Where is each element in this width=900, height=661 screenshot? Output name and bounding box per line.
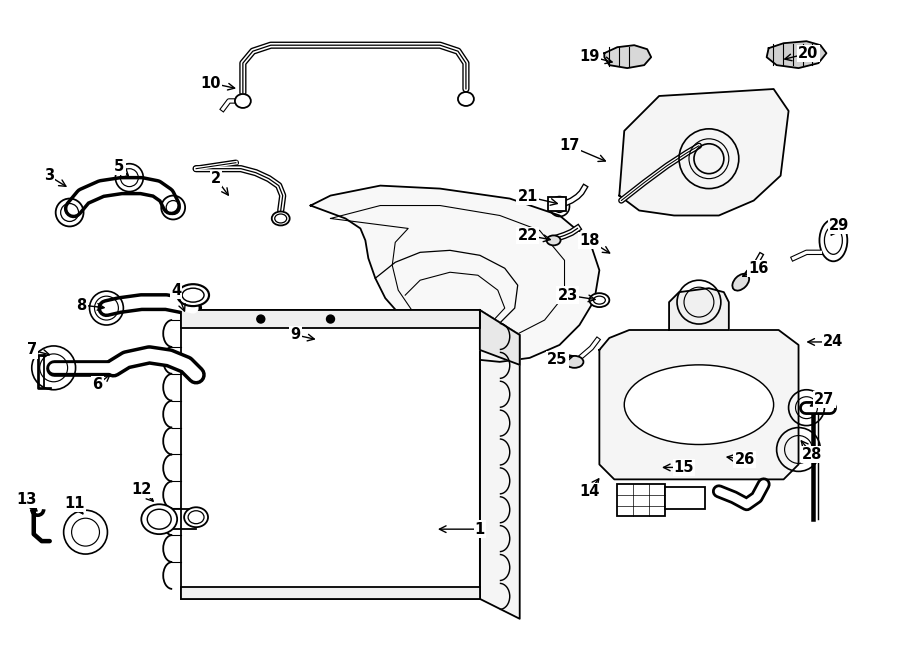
Ellipse shape xyxy=(733,274,749,291)
Text: 1: 1 xyxy=(474,522,485,537)
Bar xyxy=(547,196,565,210)
Ellipse shape xyxy=(593,296,606,304)
Ellipse shape xyxy=(177,284,209,306)
Bar xyxy=(181,587,480,599)
Text: 3: 3 xyxy=(43,168,54,183)
Ellipse shape xyxy=(188,511,204,524)
Bar xyxy=(665,487,705,509)
Circle shape xyxy=(327,315,335,323)
Text: 16: 16 xyxy=(749,260,769,276)
Text: 25: 25 xyxy=(547,352,568,368)
Polygon shape xyxy=(480,310,519,619)
Polygon shape xyxy=(310,186,599,362)
Text: 19: 19 xyxy=(580,49,599,63)
Ellipse shape xyxy=(819,219,847,261)
Ellipse shape xyxy=(824,227,842,254)
Text: 7: 7 xyxy=(27,342,37,358)
Text: 20: 20 xyxy=(798,46,819,61)
Text: 21: 21 xyxy=(518,189,538,204)
Text: 2: 2 xyxy=(211,171,221,186)
Ellipse shape xyxy=(272,212,290,225)
Text: 8: 8 xyxy=(76,297,86,313)
Text: 18: 18 xyxy=(580,233,599,248)
Polygon shape xyxy=(767,41,826,68)
Text: 6: 6 xyxy=(93,377,103,392)
Text: 4: 4 xyxy=(171,283,181,297)
Text: 11: 11 xyxy=(64,496,85,511)
Text: 9: 9 xyxy=(291,327,301,342)
Polygon shape xyxy=(619,89,788,215)
Text: 24: 24 xyxy=(824,334,843,350)
Text: 23: 23 xyxy=(557,288,578,303)
Text: 28: 28 xyxy=(802,447,823,462)
Ellipse shape xyxy=(565,356,583,368)
Ellipse shape xyxy=(590,293,609,307)
Ellipse shape xyxy=(184,507,208,527)
Text: 14: 14 xyxy=(580,484,599,499)
Text: 15: 15 xyxy=(674,460,694,475)
Text: 29: 29 xyxy=(829,218,850,233)
Text: 13: 13 xyxy=(16,492,37,507)
Text: 26: 26 xyxy=(734,452,755,467)
Ellipse shape xyxy=(182,288,204,302)
Text: 22: 22 xyxy=(518,228,538,243)
Polygon shape xyxy=(604,45,652,68)
Text: 12: 12 xyxy=(131,482,151,497)
Ellipse shape xyxy=(546,235,561,245)
Text: 5: 5 xyxy=(114,159,124,175)
Circle shape xyxy=(256,315,265,323)
Text: 27: 27 xyxy=(814,392,834,407)
Ellipse shape xyxy=(625,365,774,444)
Bar xyxy=(181,310,480,328)
Ellipse shape xyxy=(141,504,177,534)
Polygon shape xyxy=(669,288,729,330)
Bar xyxy=(617,485,665,516)
Text: 17: 17 xyxy=(559,138,580,153)
Polygon shape xyxy=(599,330,798,479)
Bar xyxy=(181,310,480,599)
Ellipse shape xyxy=(458,92,474,106)
Ellipse shape xyxy=(235,94,251,108)
Text: 10: 10 xyxy=(201,75,221,91)
Ellipse shape xyxy=(148,509,171,529)
Polygon shape xyxy=(480,310,519,365)
Ellipse shape xyxy=(274,214,287,223)
